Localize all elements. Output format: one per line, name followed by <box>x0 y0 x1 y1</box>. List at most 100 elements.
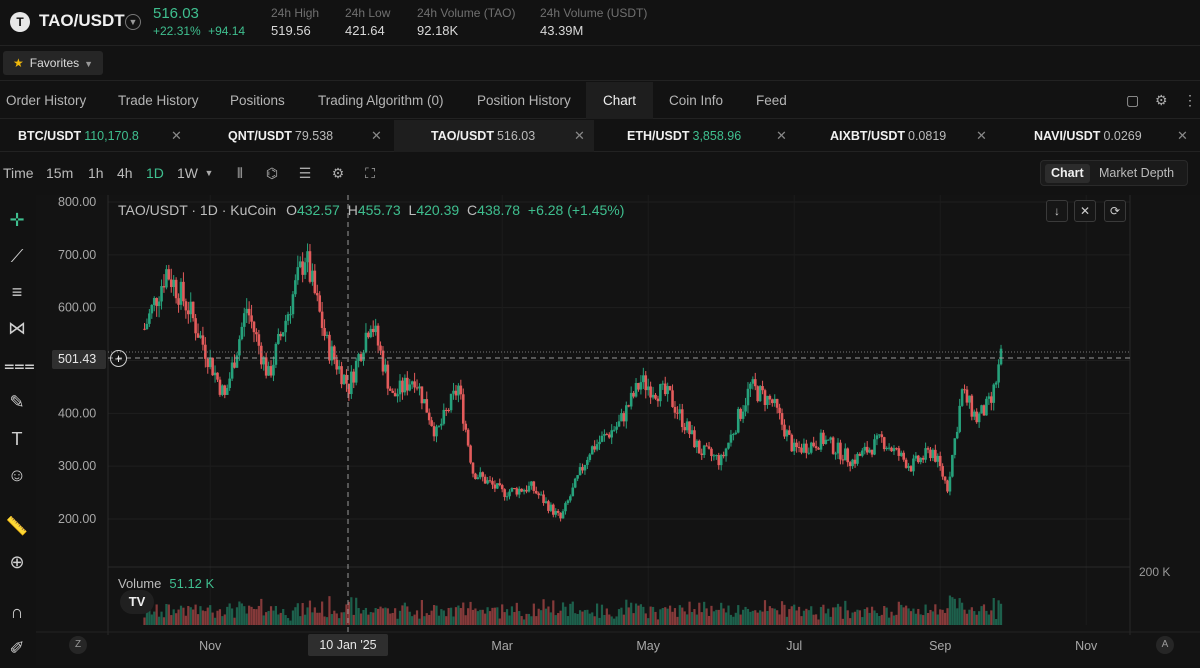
volume-bar <box>608 614 611 625</box>
chart-canvas[interactable]: 800.00700.00600.00500.00400.00300.00200.… <box>36 195 1200 665</box>
candle-body <box>474 473 477 480</box>
candle-body <box>719 454 723 466</box>
candle-body <box>620 413 623 422</box>
tab-coin-info[interactable]: Coin Info <box>669 93 724 108</box>
candle-body <box>734 432 738 435</box>
zoom-reset-button[interactable]: Z <box>69 636 87 654</box>
reset-view-icon[interactable]: ⟳ <box>1104 200 1126 222</box>
ticker-navi[interactable]: NAVI/USDT 0.0269 ✕ <box>994 120 1200 152</box>
ticker-symbol: ETH/USDT <box>627 129 690 143</box>
volume-bar <box>248 605 251 625</box>
close-icon[interactable]: ✕ <box>776 128 787 143</box>
candle-body <box>938 455 942 467</box>
pencil-lock-icon[interactable]: ✐ <box>9 638 25 658</box>
indicators-icon[interactable]: ⌬ <box>265 165 279 181</box>
more-icon[interactable]: ⋮ <box>1183 92 1197 108</box>
volume-bar <box>909 611 913 625</box>
volume-bar <box>267 610 270 625</box>
volume-bar <box>605 608 608 625</box>
volume-bar <box>384 607 387 625</box>
volume-bar <box>761 611 764 625</box>
zoom-in-icon[interactable]: ⊕ <box>9 552 25 572</box>
timeframe-1d[interactable]: 1D <box>146 165 164 181</box>
volume-bar <box>793 604 796 625</box>
tab-feed[interactable]: Feed <box>756 93 787 108</box>
caret-down-icon[interactable]: ▼ <box>204 168 214 178</box>
close-icon[interactable]: ✕ <box>976 128 987 143</box>
volume-bar <box>486 607 489 625</box>
view-chart[interactable]: Chart <box>1045 164 1090 183</box>
candlestick-chart[interactable]: 800.00700.00600.00500.00400.00300.00200.… <box>36 195 1200 665</box>
projection-icon[interactable]: ⩶ <box>4 355 35 375</box>
candle-body <box>656 398 660 402</box>
window-icon[interactable]: ▢ <box>1126 92 1140 108</box>
scroll-down-icon[interactable]: ↓ <box>1046 200 1068 222</box>
close-icon[interactable]: ✕ <box>171 128 182 143</box>
candle-body <box>649 386 652 398</box>
list-icon[interactable]: ☰ <box>298 165 312 181</box>
view-market-depth[interactable]: Market Depth <box>1099 166 1175 180</box>
trendline-icon[interactable]: ⟋ <box>10 246 24 266</box>
candle-body <box>155 297 158 307</box>
timeframe-4h[interactable]: 4h <box>117 165 133 181</box>
add-alert-icon[interactable]: + <box>110 350 127 367</box>
ticker-value: 79.538 <box>294 129 334 143</box>
volume-bar <box>819 607 823 625</box>
volume-bar <box>226 606 229 625</box>
tab-chart[interactable]: Chart <box>586 82 654 119</box>
pattern-icon[interactable]: ⋈ <box>8 318 26 338</box>
tab-order-history[interactable]: Order History <box>6 93 87 108</box>
text-icon[interactable]: T <box>11 429 23 449</box>
candle-body <box>775 398 779 408</box>
timeframe-15m[interactable]: 15m <box>46 165 74 181</box>
settings-icon[interactable]: ⚙ <box>331 165 345 181</box>
ruler-icon[interactable]: 📏 <box>5 516 29 536</box>
ticker-tao[interactable]: TAO/USDT 516.03 ✕ <box>394 120 594 152</box>
tab-position-history[interactable]: Position History <box>477 93 571 108</box>
volume-bar <box>951 597 954 625</box>
timeframe-1h[interactable]: 1h <box>88 165 104 181</box>
change-absolute: +94.14 <box>208 24 246 38</box>
ticker-eth[interactable]: ETH/USDT 3,858.96 ✕ <box>594 120 794 152</box>
volume-bar <box>196 614 200 625</box>
fib-lines-icon[interactable]: ≡ <box>11 282 23 302</box>
candle-body <box>247 308 251 316</box>
close-icon[interactable]: ✕ <box>371 128 382 143</box>
candle-body <box>342 374 346 385</box>
time-label[interactable]: Time <box>3 165 34 181</box>
candle-type-icon[interactable]: ⫴ <box>237 165 243 181</box>
favorites-button[interactable]: ★ Favorites ▼ <box>3 51 103 75</box>
candle-body <box>724 448 728 457</box>
chevron-down-icon[interactable]: ▼ <box>125 14 141 30</box>
pair-title[interactable]: TAO/USDT <box>39 11 125 30</box>
ticker-qnt[interactable]: QNT/USDT 79.538 ✕ <box>196 120 394 152</box>
close-icon[interactable]: ✕ <box>1177 128 1188 143</box>
settings-sliders-icon[interactable]: ⚙ <box>1155 92 1168 108</box>
tab-positions[interactable]: Positions <box>230 93 285 108</box>
ticker-btc[interactable]: BTC/USDT 110,170.8 ✕ <box>0 120 196 152</box>
tab-trading-algorithm[interactable]: Trading Algorithm (0) <box>318 93 444 108</box>
close-icon[interactable]: ✕ <box>574 128 585 143</box>
crosshair-icon[interactable]: ✛ <box>9 210 25 230</box>
volume-bar <box>527 613 531 625</box>
timeframe-1w[interactable]: 1W <box>177 165 198 181</box>
candle-body <box>498 483 502 486</box>
ticker-aixbt[interactable]: AIXBT/USDT 0.0819 ✕ <box>794 120 994 152</box>
auto-scale-button[interactable]: A <box>1156 636 1174 654</box>
volume-bar <box>508 615 511 625</box>
candle-body <box>958 405 961 432</box>
stat-value-vol-usdt: 43.39M <box>540 23 584 38</box>
candle-body <box>627 405 631 407</box>
tab-trade-history[interactable]: Trade History <box>118 93 199 108</box>
candle-body <box>615 426 618 430</box>
emoji-icon[interactable]: ☺ <box>7 465 27 485</box>
candle-body <box>715 455 718 457</box>
fullscreen-icon[interactable]: ⛶ <box>365 165 375 181</box>
volume-bar <box>513 612 516 625</box>
magnet-icon[interactable]: ∩ <box>10 602 24 622</box>
volume-bar <box>851 612 854 625</box>
brush-icon[interactable]: ✎ <box>9 392 25 412</box>
candle-body <box>196 333 200 338</box>
candle-body <box>379 345 382 351</box>
collapse-icon[interactable]: ✕ <box>1074 200 1096 222</box>
